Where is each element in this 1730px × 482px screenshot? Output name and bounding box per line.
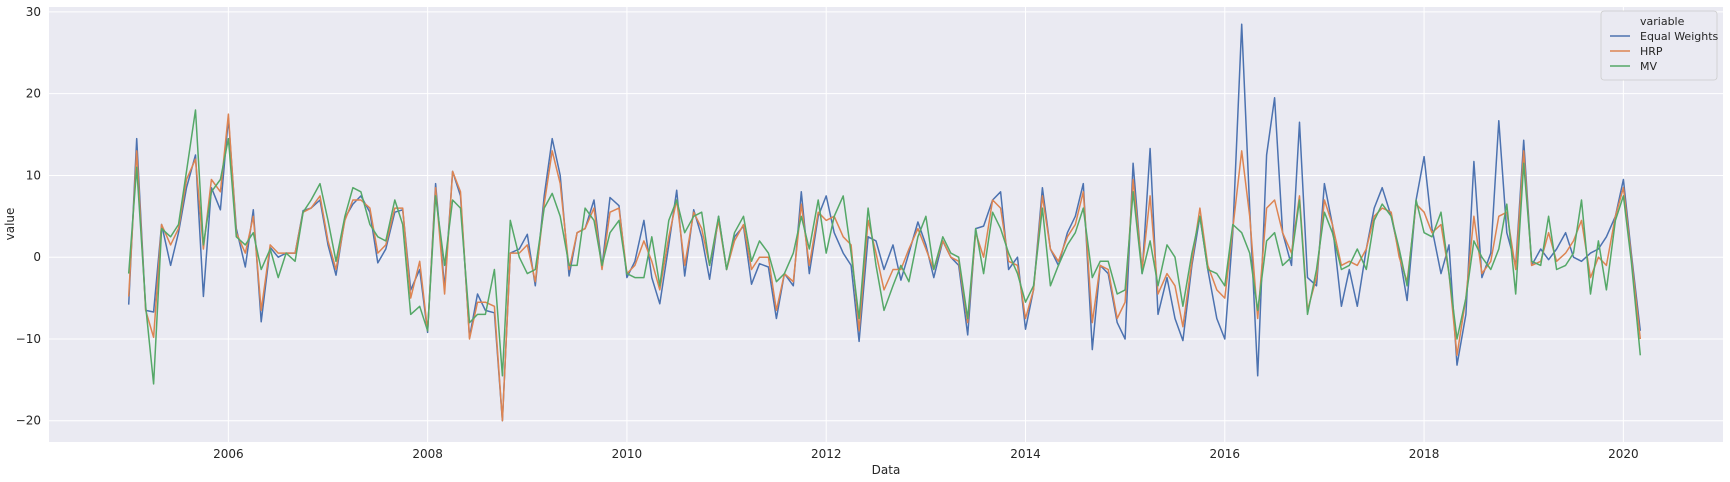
y-tick-label: −20	[16, 414, 41, 428]
x-axis-label: Data	[872, 463, 901, 477]
x-tick-label: 2006	[213, 447, 244, 461]
tick-labels: 2006 2008 2010 2012 2014 2016 2018 2020 −20 −10 0 1…	[16, 5, 1639, 461]
legend-title: variable	[1640, 15, 1685, 28]
legend-label-equal-weights: Equal Weights	[1640, 30, 1719, 43]
series-line-equal-weights	[127, 23, 1642, 422]
x-tick-label: 2010	[612, 447, 643, 461]
y-tick-label: 30	[26, 5, 41, 19]
series-line-hrp	[127, 113, 1642, 422]
x-tick-label: 2016	[1210, 447, 1241, 461]
x-tick-label: 2020	[1608, 447, 1639, 461]
plot-background	[49, 7, 1723, 442]
y-tick-label: 10	[26, 168, 41, 182]
legend: variable Equal Weights HRP MV	[1600, 10, 1719, 81]
y-axis-label: value	[3, 208, 17, 241]
x-tick-label: 2018	[1409, 447, 1440, 461]
legend-label-hrp: HRP	[1640, 45, 1663, 58]
series-lines	[127, 23, 1642, 422]
x-tick-label: 2008	[412, 447, 443, 461]
legend-box	[1600, 10, 1718, 81]
y-tick-label: 20	[26, 87, 41, 101]
y-tick-label: 0	[33, 250, 41, 264]
y-tick-label: −10	[16, 332, 41, 346]
x-tick-label: 2014	[1010, 447, 1041, 461]
legend-items: Equal Weights HRP MV	[1610, 30, 1719, 73]
legend-label-mv: MV	[1640, 60, 1657, 73]
x-tick-label: 2012	[811, 447, 842, 461]
series-line-mv	[127, 109, 1642, 385]
